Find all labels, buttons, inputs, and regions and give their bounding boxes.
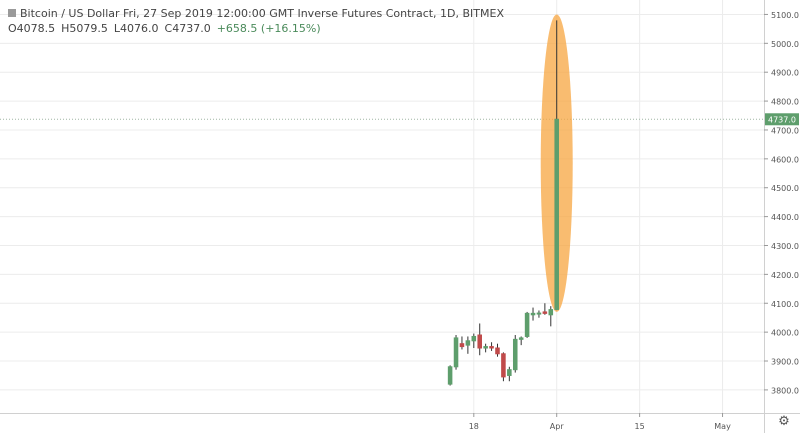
ohlc-close: C4737.0 <box>164 22 211 35</box>
y-tick-label: 4400.0 <box>771 213 799 222</box>
symbol-legend: Bitcoin / US Dollar Fri, 27 Sep 2019 12:… <box>8 6 504 36</box>
y-tick-label: 5000.0 <box>771 40 799 49</box>
y-tick-label: 4200.0 <box>771 271 799 280</box>
grid-layer <box>0 0 764 413</box>
candle-body[interactable] <box>530 312 536 316</box>
y-tick-label: 4500.0 <box>771 184 799 193</box>
candle-body[interactable] <box>471 335 477 342</box>
last-price-tag <box>765 113 799 126</box>
candle-body[interactable] <box>465 340 471 346</box>
x-tick-label: Apr <box>550 422 565 431</box>
ohlc-change: +658.5 (+16.15%) <box>216 22 321 35</box>
symbol-title[interactable]: Bitcoin / US Dollar Fri, 27 Sep 2019 12:… <box>8 6 504 21</box>
candle-body[interactable] <box>477 334 482 349</box>
x-tick-label: 18 <box>469 422 479 431</box>
candle-body[interactable] <box>548 309 554 316</box>
y-tick-label: 4800.0 <box>771 98 799 107</box>
gear-icon[interactable]: ⚙ <box>778 414 790 429</box>
candle-body[interactable] <box>483 346 488 349</box>
candle-body[interactable] <box>453 337 459 368</box>
ohlc-values: O4078.5 H5079.5 L4076.0 C4737.0 +658.5 (+16.… <box>8 21 504 36</box>
candles-layer <box>447 20 559 386</box>
candle-body[interactable] <box>495 347 500 355</box>
y-tick-label: 3800.0 <box>771 386 799 395</box>
candle-body[interactable] <box>524 312 530 337</box>
candle-body[interactable] <box>536 312 542 315</box>
x-tick-label: May <box>714 422 731 431</box>
candle-body[interactable] <box>507 369 512 376</box>
x-tick-label: 15 <box>635 422 645 431</box>
ohlc-open: O4078.5 <box>8 22 56 35</box>
candle-body[interactable] <box>501 353 506 378</box>
y-tick-label: 4300.0 <box>771 242 799 251</box>
ohlc-high: H5079.5 <box>61 22 108 35</box>
y-tick-label: 4000.0 <box>771 329 799 338</box>
symbol-line: Bitcoin / US Dollar Fri, 27 Sep 2019 12:… <box>20 7 504 20</box>
price-axis-bg <box>764 0 800 433</box>
candle-body[interactable] <box>542 311 548 314</box>
y-tick-label: 5100.0 <box>771 11 799 20</box>
candle-body[interactable] <box>447 366 453 385</box>
y-tick-label: 4100.0 <box>771 300 799 309</box>
candle-body[interactable] <box>489 346 494 349</box>
y-tick-label: 4600.0 <box>771 155 799 164</box>
y-tick-label: 3900.0 <box>771 358 799 367</box>
symbol-color-swatch <box>8 9 16 17</box>
candle-body[interactable] <box>459 343 465 348</box>
candle-body[interactable] <box>518 337 524 340</box>
y-tick-label: 4900.0 <box>771 69 799 78</box>
last-price-label: 4737.0 <box>768 115 796 124</box>
ohlc-low: L4076.0 <box>113 22 159 35</box>
candle-body[interactable] <box>512 338 518 371</box>
candle-body[interactable] <box>554 118 559 310</box>
y-tick-label: 4700.0 <box>771 126 799 135</box>
